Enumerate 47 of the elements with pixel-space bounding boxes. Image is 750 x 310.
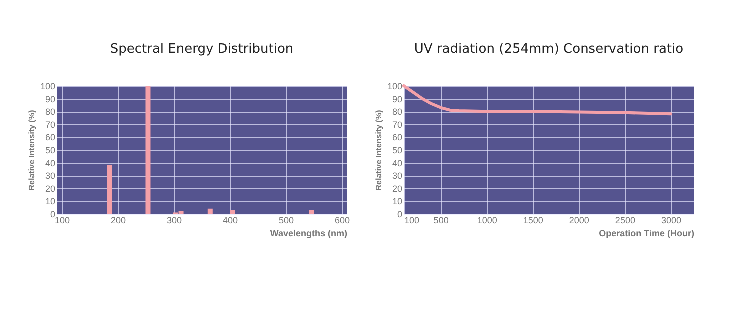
bar (230, 210, 236, 214)
y-tick-label: 60 (45, 132, 56, 143)
y-tick-label: 100 (40, 82, 56, 92)
y-tick-label: 80 (45, 107, 56, 118)
y-tick-label: 50 (45, 146, 56, 156)
x-tick-label: 3000 (661, 216, 682, 226)
x-tick-label: 100 (54, 216, 70, 226)
x-tick-label: 1000 (477, 216, 498, 226)
y-tick-label: 20 (392, 184, 402, 194)
x-tick-label: 2000 (569, 216, 590, 226)
y-tick-label: 70 (392, 120, 402, 130)
y-tick-label: 40 (45, 158, 56, 168)
x-tick-label: 2500 (615, 216, 636, 226)
y-tick-label: 0 (50, 210, 56, 220)
y-tick-label: 70 (45, 120, 56, 130)
chart-title: Spectral Energy Distribution (110, 42, 294, 57)
x-tick-label: 100 (404, 216, 420, 226)
y-tick-label: 80 (392, 107, 402, 118)
x-tick-label: 500 (434, 216, 449, 226)
x-tick-label: 500 (278, 216, 294, 226)
x-tick-label: 600 (334, 216, 350, 226)
bar (146, 86, 151, 214)
y-tick-label: 40 (392, 158, 402, 168)
y-tick-label: 90 (45, 94, 56, 104)
x-tick-label: 400 (222, 216, 238, 226)
y-tick-label: 0 (397, 210, 402, 220)
y-tick-label: 50 (392, 146, 402, 156)
y-tick-label: 10 (392, 196, 402, 207)
y-tick-label: 20 (45, 184, 56, 194)
y-tick-label: 90 (392, 94, 402, 104)
y-tick-label: 30 (45, 171, 56, 182)
y-axis-title: Relative Intensity (%) (27, 110, 36, 191)
line-series (402, 84, 672, 116)
bar (309, 210, 314, 214)
bar (107, 165, 112, 214)
bar (208, 208, 213, 214)
x-tick-label: 1500 (523, 216, 544, 226)
y-tick-label: 30 (392, 171, 402, 182)
y-axis-title: Relative Intensity (%) (374, 110, 384, 191)
x-axis-title: Operation Time (Hour) (599, 228, 694, 238)
x-axis-title: Wavelengths (nm) (270, 228, 348, 238)
x-tick-label: 300 (166, 216, 182, 226)
x-tick-label: 200 (110, 216, 126, 226)
chart-title: UV radiation (254mm) Conservation ratio (414, 42, 684, 57)
y-tick-label: 60 (392, 132, 402, 143)
y-tick-label: 100 (387, 82, 402, 92)
y-tick-label: 10 (45, 196, 56, 207)
